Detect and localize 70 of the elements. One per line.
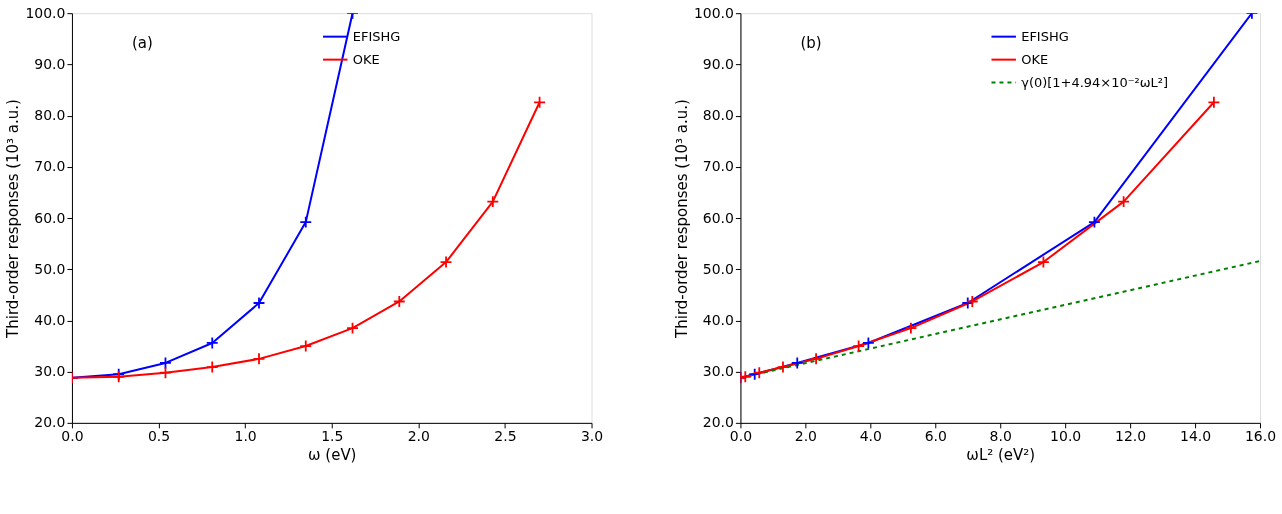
x-tick-label: 10.0 (1050, 428, 1082, 445)
x-axis-title: ωL² (eV²) (966, 446, 1036, 465)
point (752, 366, 766, 380)
point (852, 339, 865, 353)
annotation: (a) (131, 34, 153, 53)
point (252, 296, 266, 310)
y-tick-label: 40.0 (34, 311, 66, 328)
point (299, 339, 313, 353)
y-tick-label: 20.0 (702, 414, 734, 431)
legend-label: EFISHG (1021, 28, 1069, 44)
point (299, 215, 313, 229)
y-tick-label: 50.0 (702, 260, 734, 277)
point (392, 295, 406, 308)
y-tick-label: 100.0 (693, 4, 734, 21)
x-tick-label: 6.0 (924, 428, 947, 445)
point (809, 352, 823, 366)
y-tick-label: 20.0 (34, 414, 66, 431)
point (159, 356, 172, 370)
x-tick-label: 12.0 (1115, 428, 1147, 445)
point (1037, 255, 1050, 269)
x-tick-label: 0.0 (61, 428, 84, 445)
point (346, 321, 359, 335)
point (862, 336, 875, 350)
point (439, 255, 453, 269)
x-axis-title: ω (eV) (308, 446, 357, 465)
y-tick-label: 40.0 (702, 311, 734, 328)
x-tick-label: 2.0 (407, 428, 430, 445)
legend-label: OKE (1021, 51, 1049, 67)
x-tick-label: 2.5 (494, 428, 517, 445)
x-tick-label: 0.0 (729, 428, 753, 445)
x-tick-label: 1.5 (321, 428, 344, 445)
y-tick-label: 70.0 (34, 158, 66, 175)
y-axis-title: Third-order responses (10³ a.u.) (672, 99, 691, 339)
point (205, 336, 219, 350)
y-tick-label: 60.0 (34, 209, 66, 226)
point (1117, 195, 1130, 208)
point (776, 360, 790, 374)
x-tick-label: 0.5 (147, 428, 171, 445)
y-tick-label: 30.0 (34, 363, 66, 380)
y-tick-label: 80.0 (34, 107, 66, 124)
x-tick-label: 14.0 (1180, 428, 1212, 445)
y-tick-label: 30.0 (702, 363, 734, 380)
point (205, 360, 219, 374)
y-axis-title: Third-order responses (10³ a.u.) (4, 99, 23, 339)
legend-label: EFISHG (352, 28, 401, 44)
point (533, 95, 546, 109)
point (790, 356, 804, 370)
y-tick-label: 100.0 (25, 4, 66, 21)
point (904, 321, 918, 335)
legend-label: γ(0)[1+4.94×10⁻²ωL²] (1021, 74, 1169, 90)
point (486, 195, 500, 208)
y-tick-label: 80.0 (702, 107, 734, 124)
y-tick-label: 50.0 (34, 260, 66, 277)
annotation: (b) (800, 34, 822, 53)
x-tick-label: 4.0 (859, 428, 882, 445)
legend-label: OKE (352, 51, 380, 67)
y-tick-label: 60.0 (702, 209, 734, 226)
x-tick-label: 8.0 (989, 428, 1012, 445)
x-tick-label: 1.0 (234, 428, 257, 445)
point (1207, 95, 1221, 109)
y-tick-label: 90.0 (34, 55, 66, 72)
y-tick-label: 90.0 (702, 55, 734, 72)
y-tick-label: 70.0 (702, 158, 734, 175)
point (252, 352, 266, 366)
x-tick-label: 16.0 (1244, 428, 1277, 445)
x-tick-label: 2.0 (794, 428, 817, 445)
point (965, 295, 979, 308)
point (1088, 215, 1101, 229)
point (159, 366, 172, 380)
x-tick-label: 3.0 (580, 428, 604, 445)
